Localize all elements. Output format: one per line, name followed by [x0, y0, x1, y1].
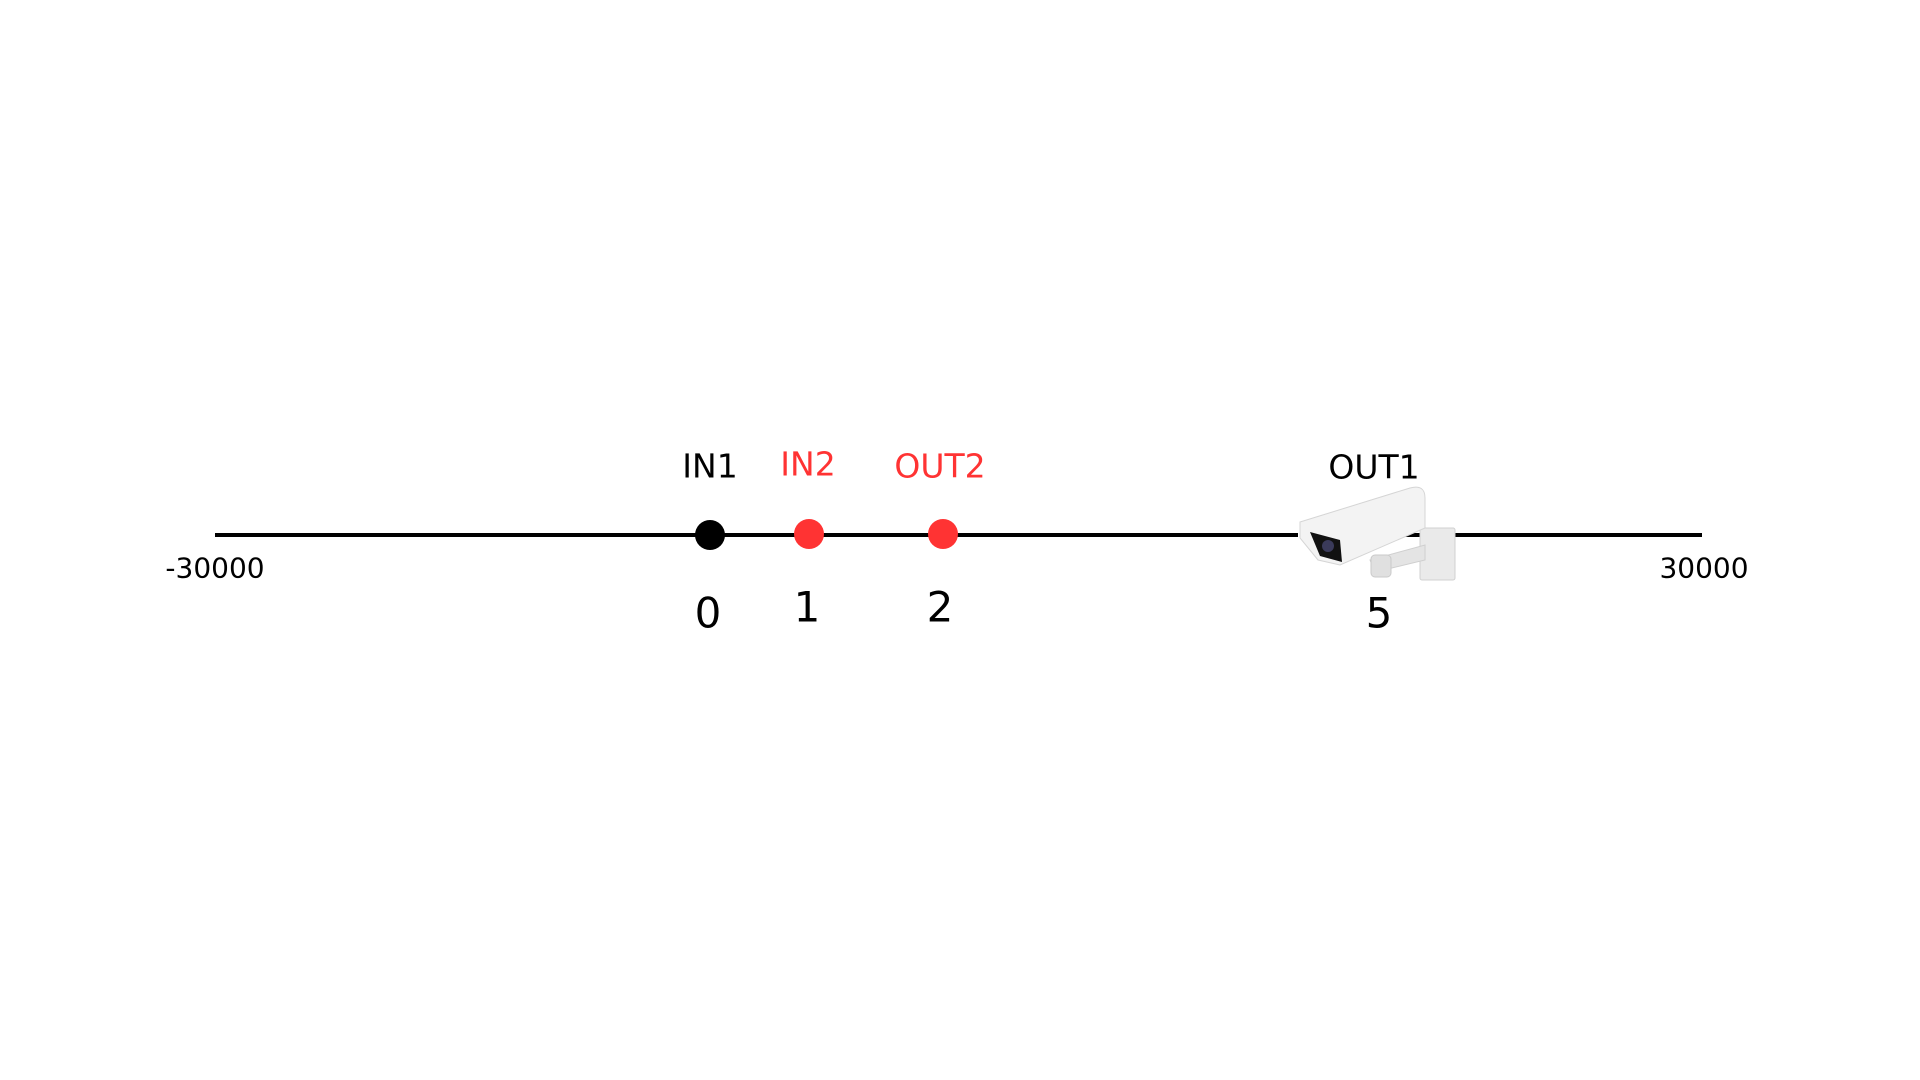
point-out2-label: OUT2 [894, 446, 986, 486]
point-in2-dot [794, 519, 824, 549]
point-in2-index: 1 [793, 582, 821, 632]
point-in1-dot [695, 520, 725, 550]
axis-min-label: -30000 [165, 551, 265, 585]
point-out2-dot [928, 519, 958, 549]
point-out1-index: 5 [1365, 588, 1393, 638]
point-out2-index: 2 [926, 582, 954, 632]
point-in1-index: 0 [694, 588, 722, 638]
security-camera-icon [1298, 486, 1456, 581]
point-in2-label: IN2 [780, 444, 836, 484]
axis-max-label: 30000 [1659, 551, 1749, 585]
point-out1-label: OUT1 [1328, 447, 1420, 487]
point-in1-label: IN1 [682, 446, 738, 486]
